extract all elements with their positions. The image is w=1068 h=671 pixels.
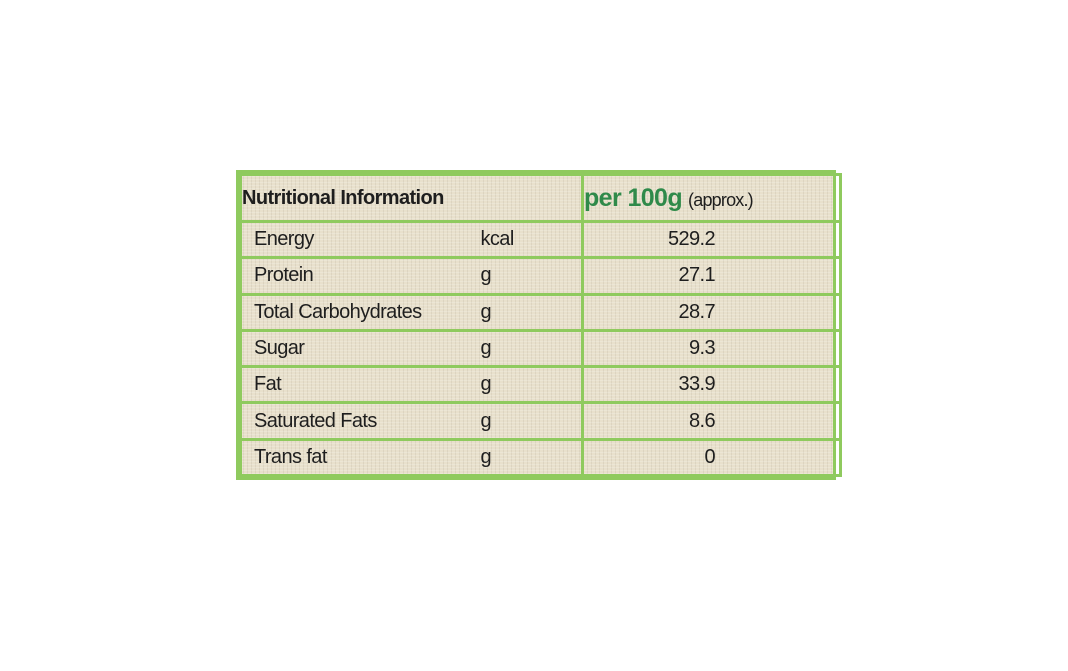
per-100g-label: per 100g bbox=[584, 183, 683, 212]
nutrient-value: 529.2 bbox=[581, 219, 842, 260]
nutrient-name: Sugar bbox=[239, 328, 481, 369]
table-row: Energy kcal 529.2 bbox=[239, 219, 842, 260]
table-row: Saturated Fats g 8.6 bbox=[239, 401, 842, 441]
nutrient-name: Fat bbox=[239, 365, 481, 405]
nutrient-unit: g bbox=[480, 256, 584, 296]
nutrient-unit: g bbox=[480, 437, 584, 478]
per-serving-header: per 100g (approx.) bbox=[581, 173, 842, 223]
nutrient-name: Total Carbohydrates bbox=[239, 292, 481, 332]
nutrient-name: Trans fat bbox=[239, 437, 481, 478]
nutrient-unit: g bbox=[480, 401, 584, 441]
nutrient-value: 0 bbox=[581, 437, 842, 478]
table-title: Nutritional Information bbox=[239, 173, 584, 223]
nutrient-unit: g bbox=[480, 365, 584, 405]
nutrient-unit: g bbox=[480, 328, 584, 369]
nutrient-unit: kcal bbox=[480, 219, 584, 260]
nutrient-value: 8.6 bbox=[581, 401, 842, 441]
nutrient-value: 9.3 bbox=[581, 328, 842, 369]
table-header-row: Nutritional Information per 100g (approx.… bbox=[239, 173, 842, 223]
nutrient-name: Saturated Fats bbox=[239, 401, 481, 441]
nutrient-value: 27.1 bbox=[581, 256, 842, 296]
table-row: Total Carbohydrates g 28.7 bbox=[239, 292, 842, 332]
nutrition-label: Nutritional Information per 100g (approx.… bbox=[236, 170, 842, 480]
nutrient-unit: g bbox=[480, 292, 584, 332]
nutrient-name: Energy bbox=[239, 219, 481, 260]
approx-label: (approx.) bbox=[688, 189, 754, 210]
table-row: Trans fat g 0 bbox=[239, 437, 842, 478]
nutrition-table: Nutritional Information per 100g (approx.… bbox=[239, 173, 842, 478]
nutrient-value: 33.9 bbox=[581, 365, 842, 405]
table-row: Fat g 33.9 bbox=[239, 365, 842, 405]
table-row: Sugar g 9.3 bbox=[239, 328, 842, 369]
nutrient-name: Protein bbox=[239, 256, 481, 296]
table-row: Protein g 27.1 bbox=[239, 256, 842, 296]
nutrient-value: 28.7 bbox=[581, 292, 842, 332]
